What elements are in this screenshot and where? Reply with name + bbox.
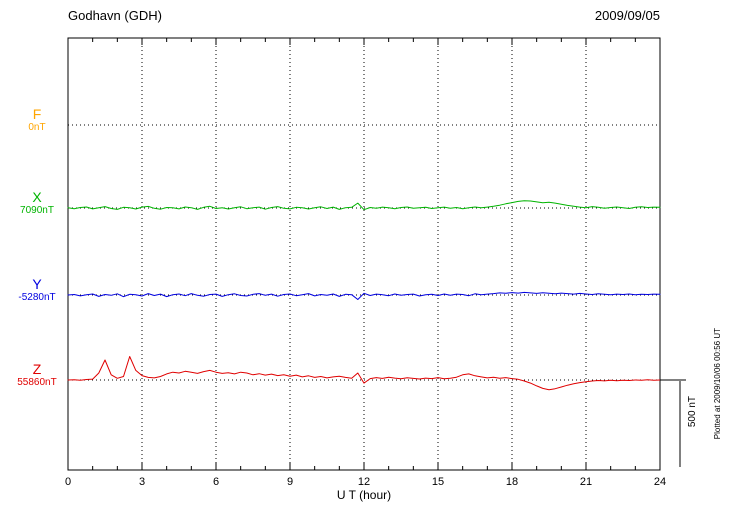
component-baseline-F: 0nT: [28, 122, 46, 133]
x-axis-label: U T (hour): [336, 488, 392, 502]
svg-text:3: 3: [139, 476, 145, 488]
component-label-F: F 0nT: [8, 107, 66, 134]
component-baseline-X: 7090nT: [20, 205, 54, 216]
component-baseline-Z: 55860nT: [17, 377, 57, 388]
svg-text:12: 12: [358, 476, 370, 488]
component-letter-Y: Y: [32, 276, 42, 292]
component-label-X: X 7090nT: [8, 190, 66, 217]
svg-text:15: 15: [432, 476, 444, 488]
svg-text:18: 18: [506, 476, 518, 488]
component-label-Z: Z 55860nT: [8, 362, 66, 389]
svg-text:21: 21: [580, 476, 592, 488]
component-letter-Z: Z: [32, 361, 42, 377]
component-letter-X: X: [32, 189, 42, 205]
svg-text:0: 0: [65, 476, 71, 488]
component-label-Y: Y -5280nT: [8, 277, 66, 304]
component-baseline-Y: -5280nT: [18, 292, 56, 303]
station-title: Godhavn (GDH): [68, 8, 162, 23]
plotted-at-note: Plotted at 2009/10/06 00:56 UT: [713, 328, 722, 440]
svg-text:9: 9: [287, 476, 293, 488]
component-letter-F: F: [32, 106, 42, 122]
scale-bar-label: 500 nT: [687, 396, 698, 428]
svg-text:24: 24: [654, 476, 666, 488]
svg-text:6: 6: [213, 476, 219, 488]
date-label: 2009/09/05: [594, 8, 660, 23]
